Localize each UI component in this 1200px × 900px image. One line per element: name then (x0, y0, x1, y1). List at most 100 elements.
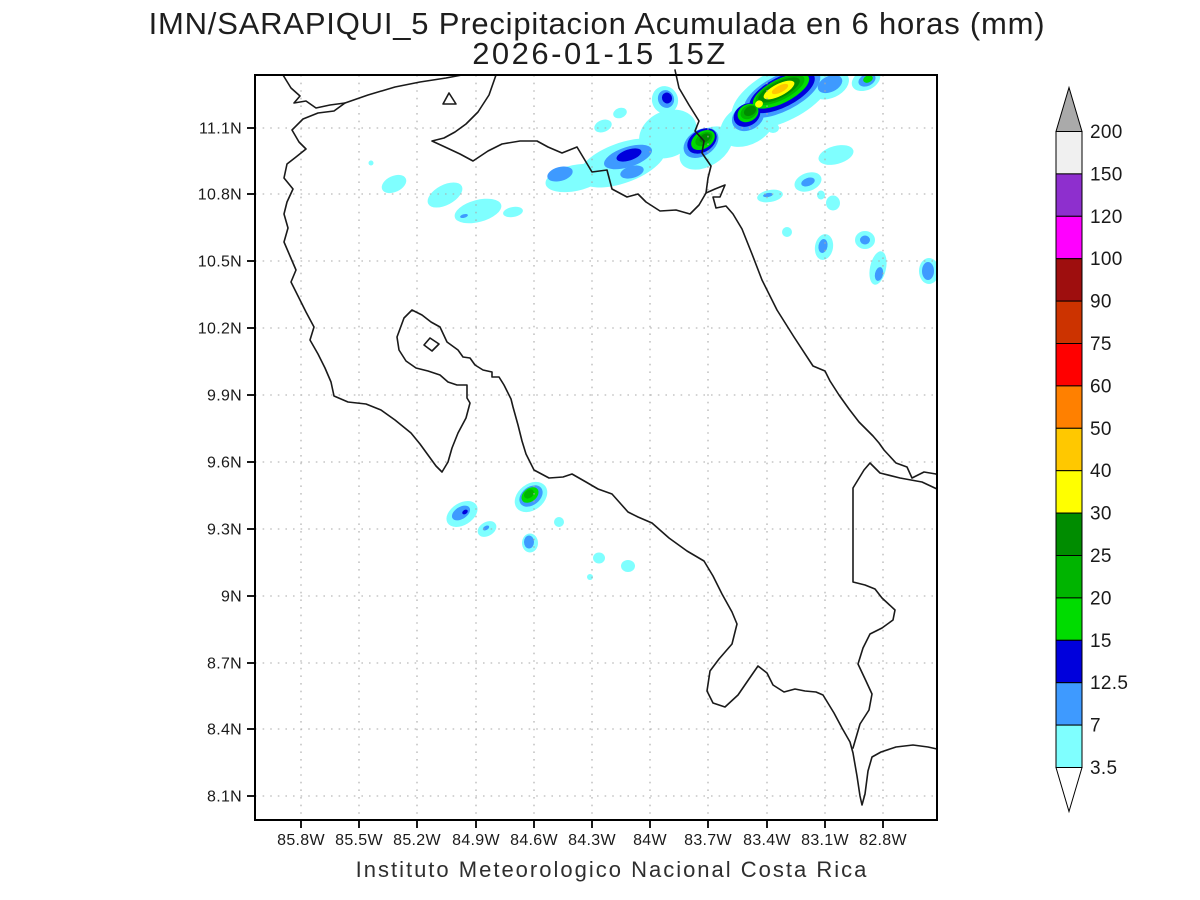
colorbar-level-label: 15 (1090, 631, 1112, 652)
coastline-path (423, 337, 440, 352)
x-tick-label: 84W (633, 832, 667, 849)
colorbar-level-label: 120 (1090, 207, 1123, 228)
colorbar-level-label: 50 (1090, 419, 1112, 440)
map-subtitle-datetime: 2026-01-15 15Z (472, 36, 728, 71)
y-tick-label: 10.5N (198, 254, 242, 271)
precip-cell-level-7 (547, 166, 573, 182)
colorbar-segment (1055, 173, 1083, 217)
precip-cell-level-12.5 (462, 509, 468, 515)
precip-cell-level-7 (801, 177, 815, 187)
colorbar-segment (1055, 555, 1083, 599)
precip-cell-level-3.5 (594, 119, 612, 133)
precip-cell-level-3.5 (368, 160, 374, 166)
colorbar-under-arrow (1055, 767, 1083, 814)
x-tick-label: 84.6W (510, 832, 558, 849)
y-tick-label: 9.9N (207, 388, 242, 405)
precip-shading-layer (368, 75, 937, 580)
y-tick-label: 9.6N (207, 455, 242, 472)
y-tick-label: 9N (221, 589, 242, 606)
precip-cell-level-3.5 (554, 517, 564, 527)
precip-cell-level-25 (743, 105, 757, 117)
colorbar-level-label: 3.5 (1090, 758, 1117, 779)
colorbar-segment (1055, 300, 1083, 345)
precip-cell-level-3.5 (782, 227, 792, 237)
precip-cell-level-7 (874, 267, 884, 281)
colorbar-level-label: 7 (1090, 716, 1101, 737)
y-tick-label: 8.7N (207, 656, 242, 673)
colorbar-level-label: 75 (1090, 334, 1112, 355)
precip-cell-level-40 (771, 83, 789, 95)
precip-cell-level-7 (620, 165, 644, 179)
colorbar-segment (1055, 639, 1083, 684)
colorbar-level-label: 12.5 (1090, 673, 1128, 694)
colorbar-level-label: 40 (1090, 461, 1112, 482)
precip-cell-level-3.5 (818, 145, 854, 165)
colorbar-legend: 200 150 120 100 90 75 60 50 40 30 25 20 15 12.5 7 3.5 (1055, 85, 1128, 814)
colorbar-level-label: 20 (1090, 588, 1112, 609)
x-tick-label: 84.3W (568, 832, 616, 849)
map-frame (254, 74, 938, 821)
precip-cell-level-7 (451, 505, 471, 521)
precip-cell-level-7 (922, 262, 934, 280)
colorbar-segment (1055, 470, 1083, 514)
x-tick-label: 82.8W (859, 832, 907, 849)
precip-cell-level-7 (460, 213, 468, 219)
colorbar-segment (1055, 215, 1083, 260)
x-tick-label: 85.5W (335, 832, 383, 849)
colorbar-segment (1055, 682, 1083, 726)
y-tick-label: 8.1N (207, 789, 242, 806)
axis-ticks (247, 127, 884, 828)
colorbar-segment (1055, 512, 1083, 556)
y-tick-label: 11.1N (199, 121, 242, 138)
precip-cell-level-7 (860, 235, 870, 245)
y-tick-label: 10.8N (198, 187, 242, 204)
colorbar-level-label: 200 (1090, 122, 1123, 143)
coastline-path (282, 74, 938, 806)
y-tick-label: 9.3N (207, 522, 242, 539)
x-tick-label: 83.1W (801, 832, 849, 849)
source-caption: Instituto Meteorologico Nacional Costa R… (356, 857, 869, 882)
axis-labels: 85.8W 85.5W 85.2W 84.9W 84.6W 84.3W 84W 83.7W 83… (198, 121, 907, 850)
x-tick-label: 85.8W (277, 832, 325, 849)
coastline-path (344, 74, 463, 104)
coastline-path (431, 74, 707, 215)
colorbar-over-arrow (1055, 85, 1083, 132)
precip-cell-level-7 (817, 75, 843, 94)
colorbar-segment (1055, 724, 1083, 768)
precip-cell-level-3.5 (427, 182, 463, 208)
precip-cell-level-30 (755, 100, 763, 108)
colorbar-level-label: 100 (1090, 249, 1123, 270)
precip-cell-level-12.5 (661, 92, 673, 104)
x-tick-label: 83.4W (743, 832, 791, 849)
coastline-path (674, 69, 938, 479)
precip-cell-level-3.5 (817, 190, 825, 200)
map-title: IMN/SARAPIQUI_5 Precipitacion Acumulada … (149, 6, 1046, 41)
precip-cell-level-15 (863, 75, 873, 83)
y-tick-label: 8.4N (207, 722, 242, 739)
precip-cell-level-12.5 (616, 148, 642, 162)
colorbar-level-label: 30 (1090, 504, 1112, 525)
colorbar-level-label: 60 (1090, 376, 1112, 397)
colorbar-segment (1055, 258, 1083, 302)
colorbar-segment (1055, 343, 1083, 387)
colorbar-segment (1055, 385, 1083, 429)
precip-cell-level-3.5 (826, 195, 840, 211)
precip-cell-level-25 (699, 133, 711, 143)
coastline-layer (282, 69, 938, 806)
coastline-path (852, 462, 938, 749)
x-tick-label: 84.9W (452, 832, 500, 849)
x-tick-label: 83.7W (684, 832, 732, 849)
precip-cell-level-3.5 (454, 198, 502, 224)
colorbar-segment (1055, 427, 1083, 472)
precip-cell-level-3.5 (381, 174, 407, 194)
precip-cell-level-3.5 (593, 552, 605, 564)
coastline-path (442, 92, 457, 105)
y-tick-label: 10.2N (198, 321, 242, 338)
precip-cell-level-3.5 (613, 107, 627, 119)
x-tick-label: 85.2W (393, 832, 441, 849)
colorbar-segment (1055, 131, 1083, 175)
precip-cell-level-3.5 (503, 206, 523, 218)
precip-cell-level-3.5 (587, 574, 593, 580)
